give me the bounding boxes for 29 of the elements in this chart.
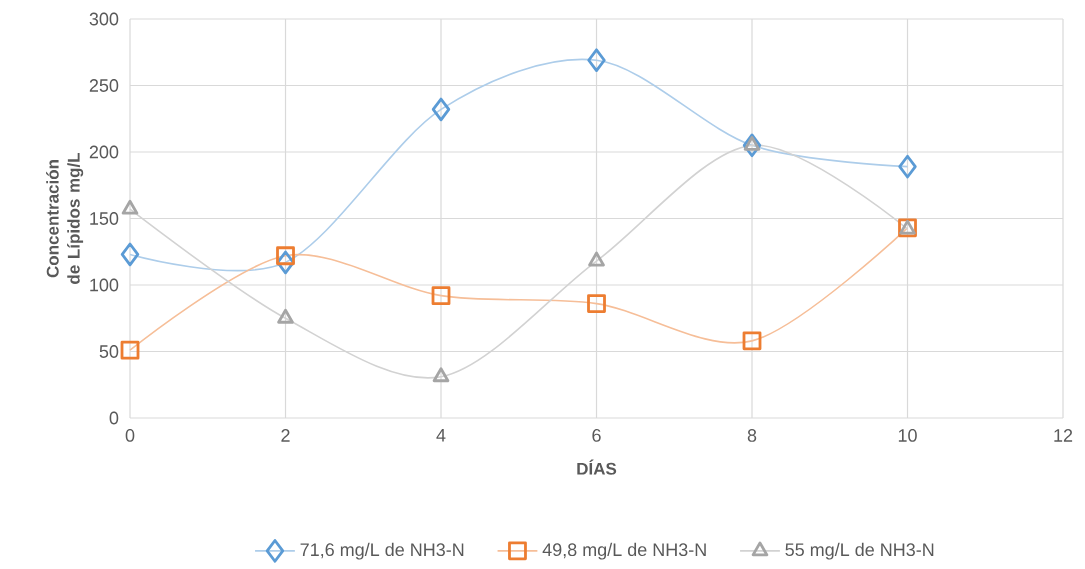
y-tick-label: 300 <box>89 12 119 26</box>
point <box>587 48 606 73</box>
y-axis-title: Concentración de Lípidos mg/L <box>46 152 84 284</box>
x-tick-label: 12 <box>1054 429 1073 442</box>
point <box>742 331 762 351</box>
point <box>898 154 917 179</box>
y-tick-label: 100 <box>90 278 119 292</box>
point <box>120 340 140 360</box>
y-tick-label: 50 <box>99 345 119 358</box>
legend-label: 49,8 mg/L de NH3-N <box>542 542 706 560</box>
x-axis-title: DÍAS <box>577 459 617 475</box>
point <box>431 97 451 122</box>
legend-label: 55 mg/L de NH3-N <box>785 542 934 560</box>
point <box>587 294 606 314</box>
y-tick-label: 200 <box>89 145 119 159</box>
x-tick-label: 6 <box>592 429 601 442</box>
x-tick-label: 4 <box>436 429 446 442</box>
x-tick-label: 10 <box>898 429 917 442</box>
y-tick-label: 150 <box>90 212 119 225</box>
x-tick-label: 2 <box>281 429 290 442</box>
point <box>120 242 140 267</box>
legend-label: 71,6 mg/L de NH3-N <box>300 542 464 560</box>
x-tick-label: 8 <box>747 429 757 442</box>
point <box>276 246 295 266</box>
point <box>431 286 451 306</box>
y-tick-label: 0 <box>109 411 119 425</box>
point <box>432 367 450 383</box>
x-tick-label: 0 <box>125 429 135 442</box>
y-tick-label: 250 <box>89 79 119 92</box>
